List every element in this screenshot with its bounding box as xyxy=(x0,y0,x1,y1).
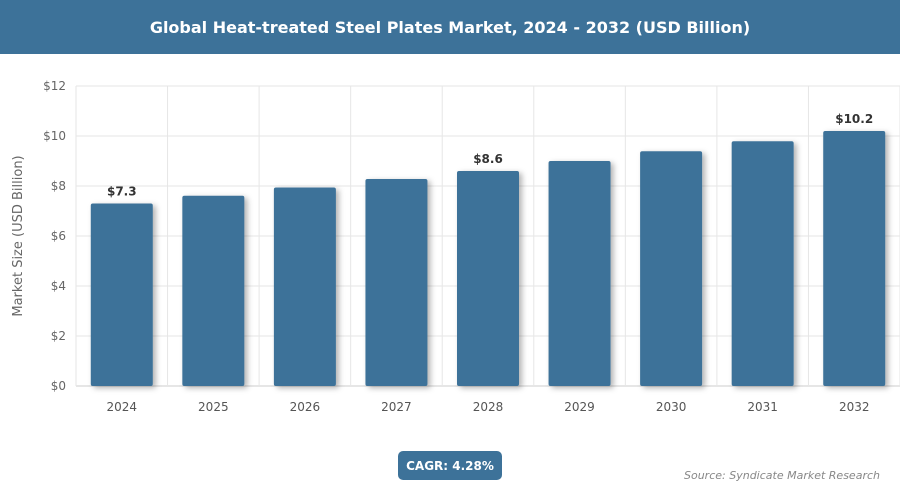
bar-2031 xyxy=(731,141,794,386)
data-label: $8.6 xyxy=(473,152,503,166)
y-tick-label: $4 xyxy=(51,279,66,293)
source-note: Source: Syndicate Market Research xyxy=(684,469,880,482)
bar-2030 xyxy=(640,151,703,386)
bar-2029 xyxy=(548,161,611,386)
bar-2028 xyxy=(457,171,519,386)
y-tick-label: $2 xyxy=(51,329,66,343)
bar-2026 xyxy=(273,187,336,386)
y-axis-label: Market Size (USD Billion) xyxy=(11,155,26,316)
x-tick-label: 2029 xyxy=(564,400,595,414)
x-tick-label: 2028 xyxy=(473,400,504,414)
bar-2032 xyxy=(823,131,886,386)
chart-title: Global Heat-treated Steel Plates Market,… xyxy=(0,0,900,54)
y-tick-label: $0 xyxy=(51,379,66,393)
y-tick-label: $6 xyxy=(51,229,66,243)
y-tick-label: $12 xyxy=(43,79,66,93)
bar-2024 xyxy=(90,203,153,386)
bar-2025 xyxy=(182,195,245,386)
y-tick-label: $8 xyxy=(51,179,66,193)
x-tick-label: 2026 xyxy=(290,400,321,414)
y-tick-label: $10 xyxy=(43,129,66,143)
x-tick-label: 2027 xyxy=(381,400,412,414)
x-tick-label: 2030 xyxy=(656,400,687,414)
cagr-badge: CAGR: 4.28% xyxy=(398,451,502,480)
data-label: $10.2 xyxy=(835,112,873,126)
x-tick-label: 2032 xyxy=(839,400,870,414)
x-tick-label: 2024 xyxy=(107,400,138,414)
x-tick-label: 2031 xyxy=(747,400,778,414)
x-tick-label: 2025 xyxy=(198,400,229,414)
data-label: $7.3 xyxy=(107,185,137,199)
bar-2027 xyxy=(365,179,428,386)
